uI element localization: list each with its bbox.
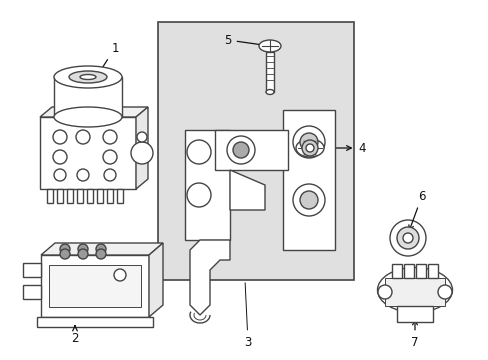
Bar: [37, 317, 153, 327]
Bar: [427, 264, 437, 278]
Text: 6: 6: [408, 189, 425, 230]
Circle shape: [103, 130, 117, 144]
Circle shape: [299, 133, 317, 151]
Circle shape: [377, 285, 391, 299]
Circle shape: [96, 244, 106, 254]
Text: 2: 2: [71, 326, 79, 345]
Bar: [41, 255, 149, 317]
Circle shape: [396, 227, 418, 249]
Bar: [391, 264, 401, 278]
Bar: [265, 52, 273, 92]
Ellipse shape: [295, 139, 324, 157]
Polygon shape: [40, 107, 148, 117]
Circle shape: [78, 249, 88, 259]
Circle shape: [305, 144, 313, 152]
Text: 3: 3: [244, 283, 251, 348]
Circle shape: [76, 130, 90, 144]
Circle shape: [131, 142, 153, 164]
Bar: [49, 265, 141, 307]
Circle shape: [226, 136, 254, 164]
Ellipse shape: [377, 267, 451, 312]
Circle shape: [302, 140, 317, 156]
Bar: [396, 306, 432, 322]
Text: 1: 1: [90, 41, 119, 86]
Bar: [47, 189, 53, 203]
Circle shape: [54, 169, 66, 181]
Polygon shape: [190, 240, 229, 315]
Circle shape: [77, 169, 89, 181]
Circle shape: [96, 249, 106, 259]
Bar: [87, 189, 93, 203]
Bar: [403, 264, 413, 278]
Ellipse shape: [54, 107, 122, 127]
Bar: [54, 77, 122, 117]
Bar: [384, 278, 444, 306]
Bar: [40, 117, 136, 189]
Circle shape: [186, 183, 210, 207]
Polygon shape: [136, 107, 148, 189]
Bar: [77, 189, 83, 203]
Circle shape: [60, 244, 70, 254]
Circle shape: [292, 126, 325, 158]
Circle shape: [103, 150, 117, 164]
Ellipse shape: [54, 66, 122, 88]
Ellipse shape: [80, 75, 96, 80]
Text: 4: 4: [312, 141, 365, 154]
Circle shape: [137, 132, 147, 142]
Bar: [23, 285, 41, 299]
Bar: [57, 189, 63, 203]
Circle shape: [114, 269, 126, 281]
Circle shape: [292, 184, 325, 216]
Circle shape: [104, 169, 116, 181]
Circle shape: [60, 249, 70, 259]
Text: 7: 7: [410, 320, 418, 348]
Circle shape: [53, 130, 67, 144]
Circle shape: [78, 244, 88, 254]
Bar: [415, 264, 425, 278]
Circle shape: [299, 191, 317, 209]
Circle shape: [53, 150, 67, 164]
Circle shape: [389, 220, 425, 256]
Polygon shape: [149, 243, 163, 317]
Bar: [23, 263, 41, 277]
Bar: [215, 130, 287, 170]
Polygon shape: [229, 170, 264, 210]
Circle shape: [232, 142, 248, 158]
Circle shape: [437, 285, 451, 299]
Bar: [184, 130, 229, 240]
Bar: [107, 189, 113, 203]
Bar: [283, 110, 334, 250]
Polygon shape: [41, 243, 163, 255]
Ellipse shape: [259, 40, 281, 52]
Circle shape: [186, 140, 210, 164]
Bar: [97, 189, 103, 203]
Text: 5: 5: [224, 33, 265, 47]
Bar: [117, 189, 123, 203]
Ellipse shape: [265, 90, 273, 95]
Bar: [67, 189, 73, 203]
Circle shape: [402, 233, 412, 243]
Bar: [158, 22, 353, 280]
Ellipse shape: [69, 71, 107, 83]
